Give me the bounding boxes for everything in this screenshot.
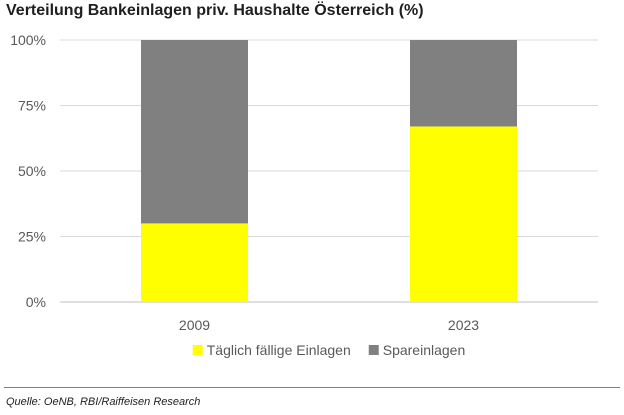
chart-title: Verteilung Bankeinlagen priv. Haushalte … — [6, 2, 424, 19]
y-tick-label: 75% — [18, 98, 46, 114]
bar-segment — [410, 126, 517, 303]
x-tick-label: 2009 — [179, 317, 210, 333]
legend-swatch — [368, 345, 379, 355]
source-note: Quelle: OeNB, RBI/Raiffeisen Research — [6, 396, 201, 408]
bar-segment — [141, 223, 248, 302]
bar-segment — [141, 40, 248, 224]
y-tick-label: 100% — [10, 32, 46, 48]
legend-label: Spareinlagen — [383, 342, 466, 358]
y-tick-label: 0% — [26, 294, 46, 310]
y-tick-label: 50% — [18, 163, 46, 179]
bar-segment — [410, 40, 517, 127]
y-tick-label: 25% — [18, 229, 46, 245]
stacked-bar-chart: 0% 25% 50% 75% 100% 2009 2023 Täglich fällige E… — [10, 32, 598, 358]
legend-swatch — [192, 345, 203, 355]
legend-label: Täglich fällige Einlagen — [207, 342, 351, 358]
x-tick-label: 2023 — [448, 317, 479, 333]
footer-divider — [4, 387, 620, 388]
